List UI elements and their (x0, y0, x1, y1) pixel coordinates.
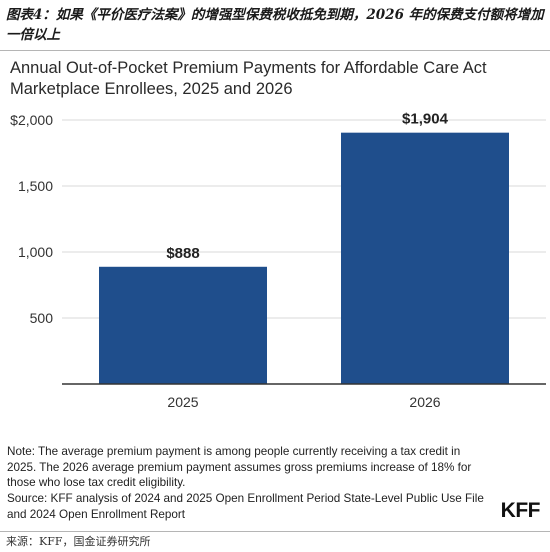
data-label: $888 (166, 245, 199, 262)
chart-title: Annual Out-of-Pocket Premium Payments fo… (10, 59, 487, 98)
x-tick-label: 2025 (167, 394, 198, 410)
chart-note: Note: The average premium payment is amo… (7, 445, 472, 489)
bar-2026 (341, 132, 509, 384)
top-divider (0, 50, 550, 51)
y-tick-label: 1,500 (18, 178, 53, 194)
x-tick-label: 2026 (409, 394, 440, 410)
figure-caption: 图表4：如果《平价医疗法案》的增强型保费税收抵免到期，2026 年的保费支付额将… (6, 7, 544, 43)
bar-chart: 500 1,000 1,500 $2,000 $888 2025 $1,904 2026 (10, 111, 546, 410)
y-tick-label: $2,000 (10, 112, 53, 128)
footer-source: 来源：KFF，国金证券研究所 (6, 535, 151, 548)
kff-logo: KFF (500, 499, 541, 522)
bar-2025 (99, 266, 267, 384)
y-tick-label: 1,000 (18, 244, 53, 260)
data-label: $1,904 (402, 111, 449, 128)
bottom-divider (0, 531, 550, 532)
y-tick-label: 500 (30, 310, 54, 326)
chart-source: Source: KFF analysis of 2024 and 2025 Op… (7, 492, 484, 521)
